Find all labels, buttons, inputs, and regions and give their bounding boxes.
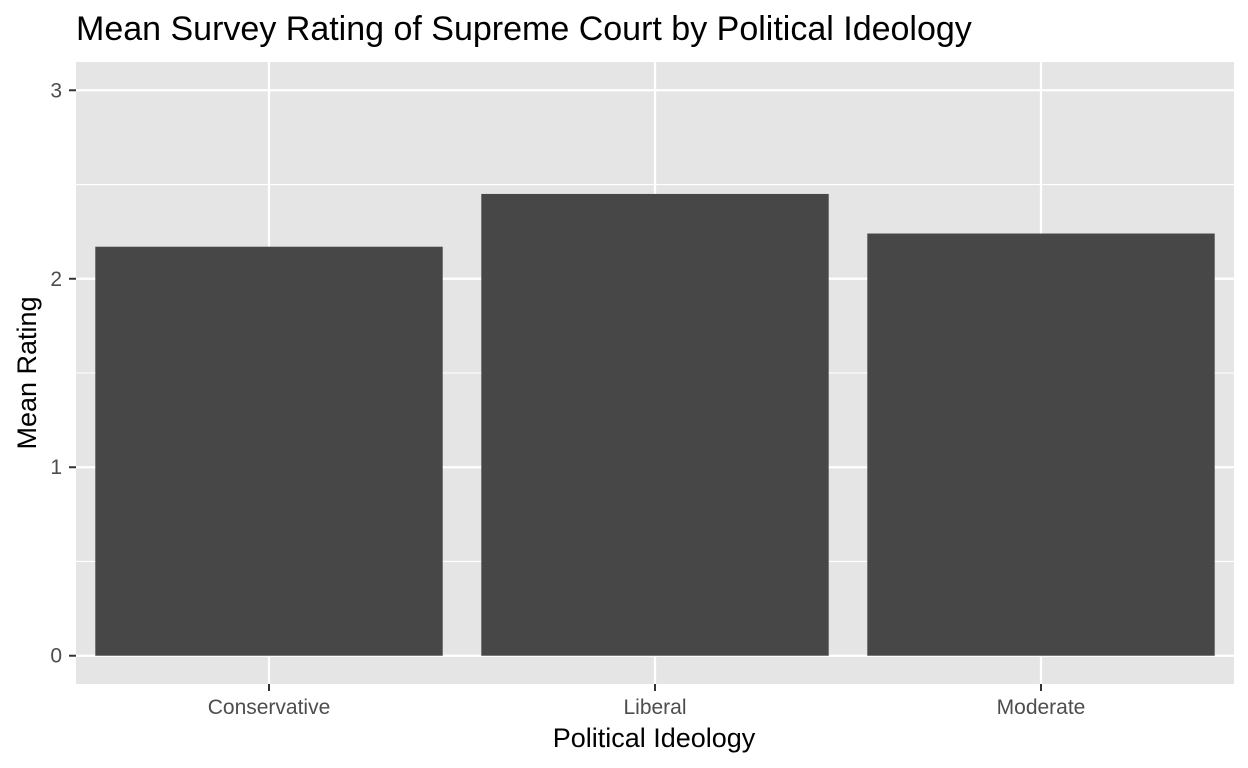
chart-title: Mean Survey Rating of Supreme Court by P… <box>76 10 972 48</box>
x-tick-label: Moderate <box>997 696 1086 719</box>
bar-liberal <box>481 194 828 656</box>
bar-moderate <box>867 234 1214 656</box>
y-tick-label: 0 <box>50 645 62 668</box>
x-tick-label: Liberal <box>623 696 686 719</box>
y-tick-label: 1 <box>50 456 62 479</box>
bar-conservative <box>95 247 442 656</box>
y-tick-label: 3 <box>50 79 62 102</box>
x-tick-label: Conservative <box>208 696 331 719</box>
x-axis: Conservative Liberal Moderate <box>208 684 1086 719</box>
x-axis-title: Political Ideology <box>553 723 756 753</box>
bars <box>95 194 1214 656</box>
y-axis-title: Mean Rating <box>12 296 42 449</box>
y-axis: 0 1 2 3 <box>50 79 76 667</box>
y-tick-label: 2 <box>50 268 62 291</box>
